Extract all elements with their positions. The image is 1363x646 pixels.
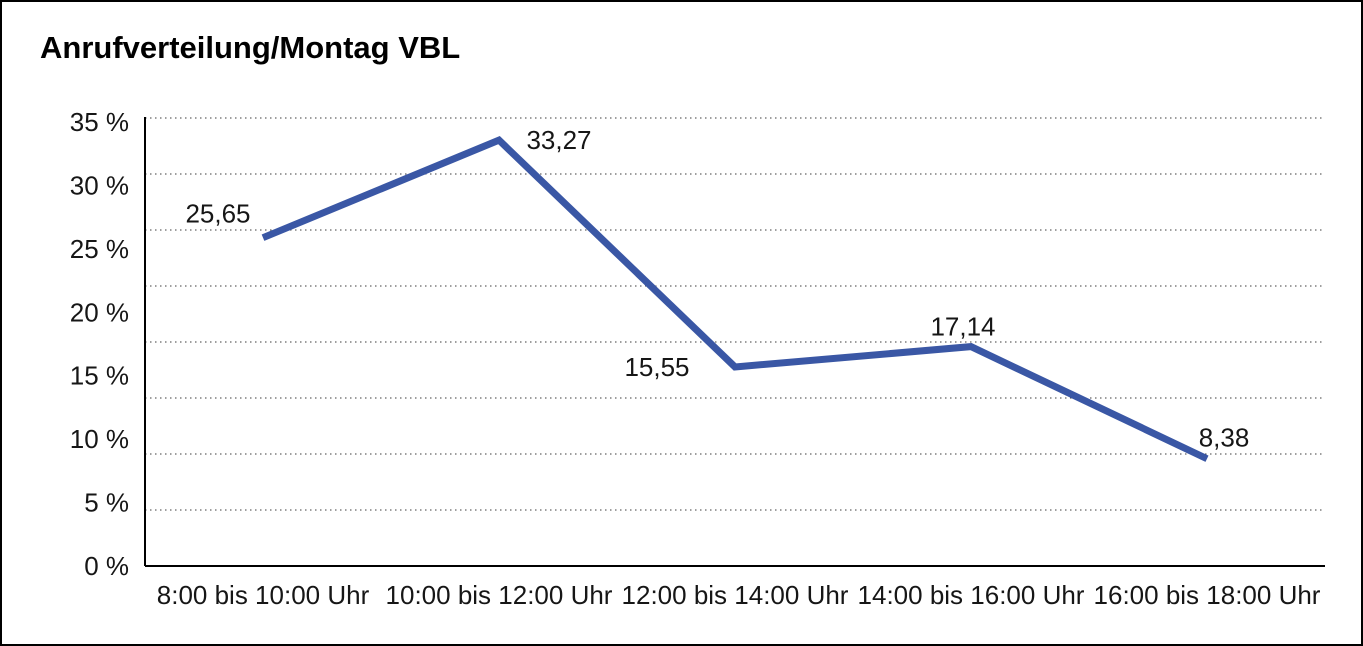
y-tick-label: 10 % (70, 424, 129, 454)
axes (144, 117, 1325, 567)
y-tick-label: 15 % (70, 361, 129, 391)
y-tick-label: 30 % (70, 170, 129, 200)
data-point-label: 33,27 (526, 125, 591, 155)
chart-title: Anrufverteilung/Montag VBL (40, 30, 461, 65)
y-tick-label: 5 % (84, 488, 129, 518)
data-point-label: 25,65 (185, 199, 250, 229)
x-tick-label: 16:00 bis 18:00 Uhr (1094, 580, 1321, 610)
data-line (261, 136, 1209, 462)
y-tick-label: 35 % (70, 107, 129, 137)
x-tick-label: 8:00 bis 10:00 Uhr (157, 580, 370, 610)
x-tick-label: 10:00 bis 12:00 Uhr (386, 580, 613, 610)
x-tick-label: 14:00 bis 16:00 Uhr (858, 580, 1085, 610)
data-series (261, 136, 1209, 462)
gridlines (145, 117, 1325, 511)
y-tick-label: 0 % (84, 551, 129, 581)
x-tick-label: 12:00 bis 14:00 Uhr (622, 580, 849, 610)
data-point-label: 15,55 (624, 352, 689, 382)
data-point-label: 17,14 (930, 312, 995, 342)
y-tick-label: 20 % (70, 297, 129, 327)
x-axis-labels: 8:00 bis 10:00 Uhr 10:00 bis 12:00 Uhr 12:… (157, 580, 1321, 610)
data-point-label: 8,38 (1199, 423, 1250, 453)
y-axis-labels: 0 % 5 % 10 % 15 % 20 % 25 % 30 % 35 % (70, 107, 129, 581)
data-labels: 25,65 33,27 15,55 17,14 8,38 (185, 125, 1249, 453)
y-tick-label: 25 % (70, 234, 129, 264)
